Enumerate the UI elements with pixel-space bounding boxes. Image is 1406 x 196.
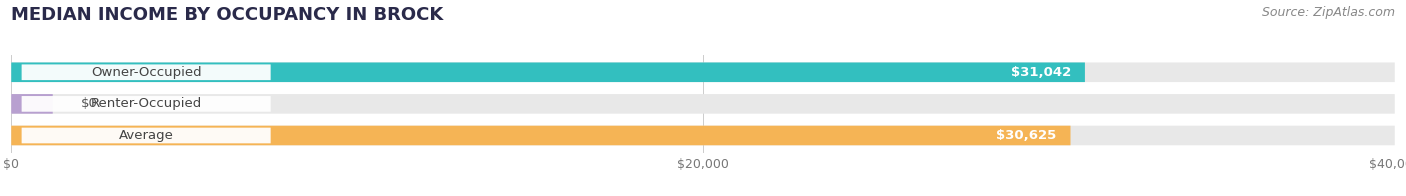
FancyBboxPatch shape: [11, 94, 53, 114]
FancyBboxPatch shape: [11, 126, 1070, 145]
FancyBboxPatch shape: [11, 126, 1395, 145]
Text: $30,625: $30,625: [997, 129, 1057, 142]
FancyBboxPatch shape: [11, 63, 1395, 82]
Text: Owner-Occupied: Owner-Occupied: [91, 66, 201, 79]
FancyBboxPatch shape: [21, 64, 270, 80]
Text: Source: ZipAtlas.com: Source: ZipAtlas.com: [1261, 6, 1395, 19]
FancyBboxPatch shape: [11, 63, 1085, 82]
Text: Renter-Occupied: Renter-Occupied: [90, 97, 202, 110]
FancyBboxPatch shape: [11, 94, 1395, 114]
Text: MEDIAN INCOME BY OCCUPANCY IN BROCK: MEDIAN INCOME BY OCCUPANCY IN BROCK: [11, 6, 443, 24]
Text: $0: $0: [80, 97, 97, 110]
FancyBboxPatch shape: [21, 128, 270, 143]
FancyBboxPatch shape: [21, 96, 270, 112]
Text: $31,042: $31,042: [1011, 66, 1071, 79]
Text: Average: Average: [118, 129, 173, 142]
